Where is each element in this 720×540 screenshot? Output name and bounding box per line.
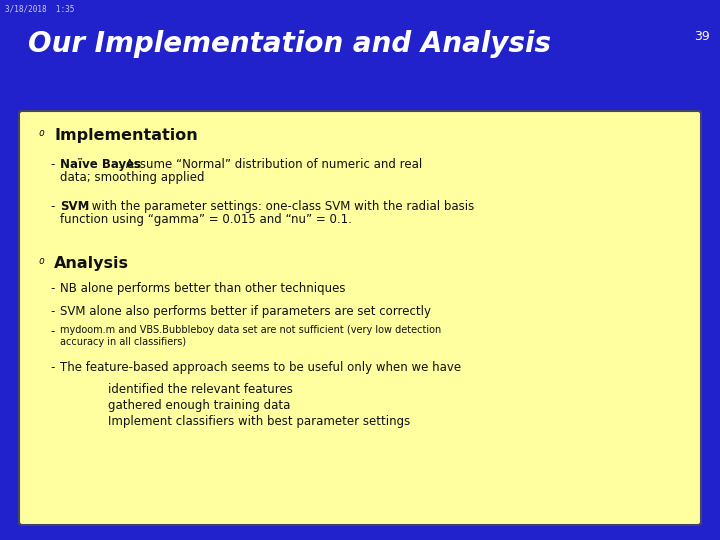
- Text: mydoom.m and VBS.Bubbleboy data set are not sufficient (very low detection: mydoom.m and VBS.Bubbleboy data set are …: [60, 325, 441, 335]
- Text: 39: 39: [694, 30, 710, 43]
- Text: -: -: [50, 282, 55, 295]
- Text: function using “gamma” = 0.015 and “nu” = 0.1.: function using “gamma” = 0.015 and “nu” …: [60, 213, 352, 226]
- Text: SVM: SVM: [60, 200, 89, 213]
- Text: 3/18/2018  1:35: 3/18/2018 1:35: [5, 5, 74, 14]
- Text: identified the relevant features: identified the relevant features: [108, 383, 293, 396]
- Text: -: -: [50, 305, 55, 318]
- Text: NB alone performs better than other techniques: NB alone performs better than other tech…: [60, 282, 346, 295]
- Text: data; smoothing applied: data; smoothing applied: [60, 171, 204, 184]
- Text: Implementation: Implementation: [54, 128, 198, 143]
- Text: Our Implementation and Analysis: Our Implementation and Analysis: [28, 30, 551, 58]
- Text: accuracy in all classifiers): accuracy in all classifiers): [60, 337, 186, 347]
- Text: -: -: [50, 361, 55, 374]
- Text: o: o: [38, 256, 44, 266]
- Text: Analysis: Analysis: [54, 256, 129, 271]
- Text: -: -: [50, 200, 55, 213]
- Text: Implement classifiers with best parameter settings: Implement classifiers with best paramete…: [108, 415, 410, 428]
- Text: : with the parameter settings: one-class SVM with the radial basis: : with the parameter settings: one-class…: [84, 200, 474, 213]
- Text: SVM alone also performs better if parameters are set correctly: SVM alone also performs better if parame…: [60, 305, 431, 318]
- Text: : Assume “Normal” distribution of numeric and real: : Assume “Normal” distribution of numeri…: [118, 158, 422, 171]
- Text: o: o: [38, 128, 44, 138]
- Text: -: -: [50, 158, 55, 171]
- Text: gathered enough training data: gathered enough training data: [108, 399, 290, 412]
- Text: -: -: [50, 325, 55, 338]
- Text: Naïve Bayes: Naïve Bayes: [60, 158, 141, 171]
- FancyBboxPatch shape: [19, 111, 701, 525]
- Text: The feature-based approach seems to be useful only when we have: The feature-based approach seems to be u…: [60, 361, 461, 374]
